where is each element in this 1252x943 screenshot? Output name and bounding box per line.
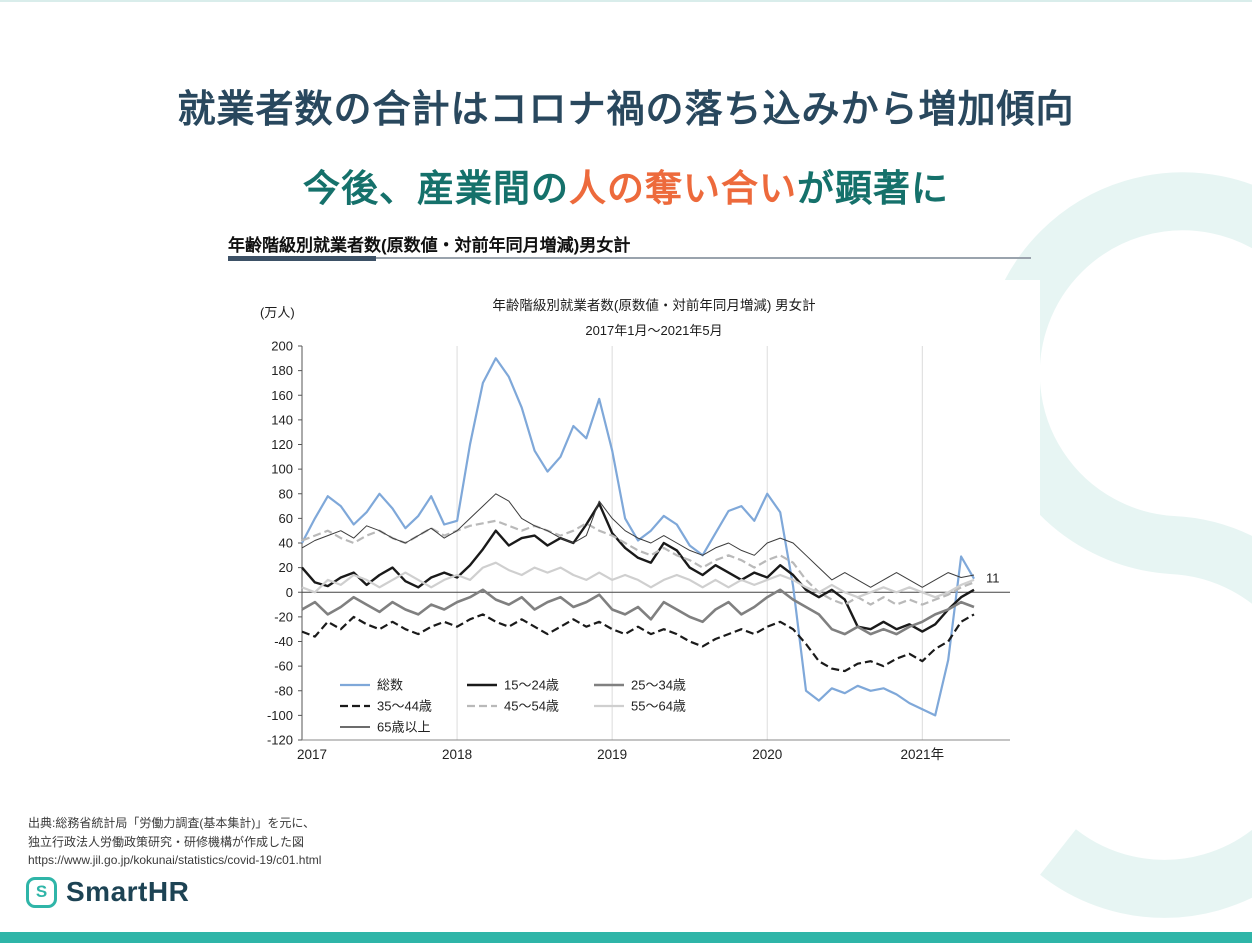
svg-text:-120: -120 <box>267 733 293 748</box>
source-url: https://www.jil.go.jp/kokunai/statistics… <box>28 853 322 868</box>
svg-text:200: 200 <box>271 339 293 354</box>
svg-text:55〜64歳: 55〜64歳 <box>631 699 686 714</box>
chart-legend: 総数 15〜24歳 25〜34歳 35〜44歳 45〜54歳 55〜64歳 65歳以上 <box>340 678 686 735</box>
series-line-15〜24歳 <box>301 502 975 633</box>
svg-text:2021年: 2021年 <box>901 747 945 762</box>
svg-text:20: 20 <box>279 560 293 575</box>
y-axis-unit-label: (万人) <box>260 305 295 320</box>
title-line2-prefix: 今後、産業間の <box>303 168 569 209</box>
y-axis-ticks: 200180160140120100806040200-20-40-60-80-… <box>267 339 302 748</box>
svg-text:140: 140 <box>271 412 293 427</box>
svg-text:-40: -40 <box>274 634 293 649</box>
svg-text:100: 100 <box>271 462 293 477</box>
svg-text:-80: -80 <box>274 683 293 698</box>
bottom-accent-bar <box>0 932 1252 943</box>
source-line-2: 独立行政法人労働政策研究・研修機構が作成した図 <box>28 834 305 849</box>
chart-section-title: 年齢階級別就業者数(原数値・対前年同月増減)男女計 <box>228 236 631 255</box>
legend-item-総数: 総数 <box>340 678 403 693</box>
svg-text:15〜24歳: 15〜24歳 <box>504 678 559 693</box>
series-line-35〜44歳 <box>301 613 975 673</box>
svg-text:60: 60 <box>279 511 293 526</box>
svg-text:2018: 2018 <box>442 747 472 762</box>
svg-text:35〜44歳: 35〜44歳 <box>377 699 432 714</box>
svg-text:2020: 2020 <box>752 747 782 762</box>
svg-text:-20: -20 <box>274 609 293 624</box>
slide-title-line1: 就業者数の合計はコロナ禍の落ち込みから増加傾向 <box>177 89 1075 131</box>
legend-item-15〜24歳: 15〜24歳 <box>467 678 559 693</box>
smarthr-logo-text: SmartHR <box>66 876 190 907</box>
series-line-65歳以上 <box>301 493 975 588</box>
x-axis-labels: 2017 2018 2019 2020 2021年 <box>297 747 944 762</box>
series-line-55〜64歳 <box>301 561 975 599</box>
legend-item-55〜64歳: 55〜64歳 <box>594 699 686 714</box>
svg-text:120: 120 <box>271 437 293 452</box>
svg-text:2019: 2019 <box>597 747 627 762</box>
svg-text:総数: 総数 <box>377 678 403 693</box>
legend-item-45〜54歳: 45〜54歳 <box>467 699 559 714</box>
svg-text:0: 0 <box>286 585 293 600</box>
chart-section-underline <box>228 256 1031 261</box>
top-accent-line <box>0 0 1252 2</box>
title-line2-suffix: が顕著に <box>797 168 949 209</box>
svg-text:45〜54歳: 45〜54歳 <box>504 699 559 714</box>
svg-text:80: 80 <box>279 486 293 501</box>
chart-title: 年齢階級別就業者数(原数値・対前年同月増減) 男女計 <box>492 298 816 313</box>
legend-item-25〜34歳: 25〜34歳 <box>594 678 686 693</box>
source-citation: 出典:総務省統計局「労働力調査(基本集計)」を元に、 独立行政法人労働政策研究・… <box>28 814 321 870</box>
svg-text:-100: -100 <box>267 708 293 723</box>
slide-title-line2: 今後、産業間の人の奪い合いが顕著に <box>0 158 1252 212</box>
svg-text:65歳以上: 65歳以上 <box>377 720 430 735</box>
smarthr-logo: S SmartHR <box>26 876 189 908</box>
legend-item-35〜44歳: 35〜44歳 <box>340 699 432 714</box>
series-line-総数 <box>301 357 975 717</box>
underline-gray-segment <box>228 257 1031 259</box>
smarthr-logo-icon: S <box>26 876 57 908</box>
source-line-1: 出典:総務省統計局「労働力調査(基本集計)」を元に、 <box>28 816 315 830</box>
svg-text:-60: -60 <box>274 659 293 674</box>
chart-canvas: 200180160140120100806040200-20-40-60-80-… <box>267 339 1010 762</box>
employment-line-chart: (万人) 年齢階級別就業者数(原数値・対前年同月増減) 男女計 2017年1月〜… <box>228 280 1040 802</box>
svg-text:160: 160 <box>271 388 293 403</box>
svg-text:25〜34歳: 25〜34歳 <box>631 678 686 693</box>
legend-item-65歳以上: 65歳以上 <box>340 720 430 735</box>
title-line2-highlight: 人の奪い合い <box>569 168 797 209</box>
chart-subtitle: 2017年1月〜2021年5月 <box>585 323 723 338</box>
svg-text:2017: 2017 <box>297 747 327 762</box>
svg-text:40: 40 <box>279 536 293 551</box>
svg-text:180: 180 <box>271 363 293 378</box>
underline-navy-segment <box>228 256 376 261</box>
end-value-label: 11 <box>986 571 1000 586</box>
series-line-25〜34歳 <box>301 588 975 636</box>
